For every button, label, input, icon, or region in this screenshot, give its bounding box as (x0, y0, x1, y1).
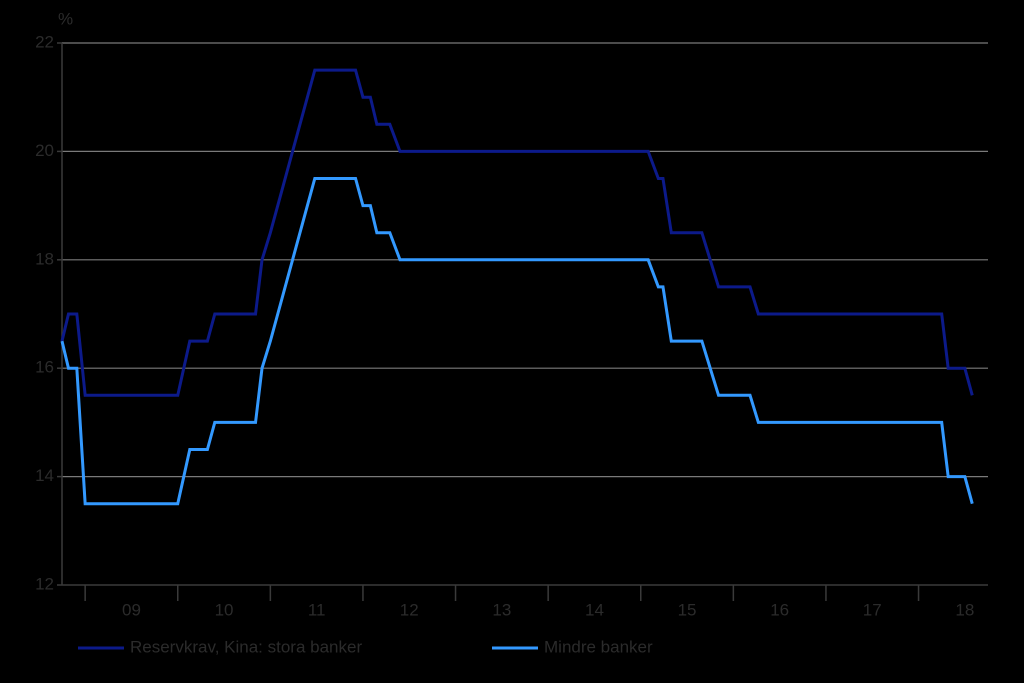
x-tick-label: 12 (400, 600, 419, 619)
x-tick-label: 15 (678, 600, 697, 619)
y-tick-label: 20 (35, 141, 54, 160)
x-tick-label: 16 (770, 600, 789, 619)
x-tick-label: 10 (215, 600, 234, 619)
x-tick-label: 11 (308, 600, 326, 619)
series-line (60, 68, 974, 397)
y-tick-label: 16 (35, 358, 54, 377)
x-tick-label: 09 (122, 600, 141, 619)
x-tick-label: 14 (585, 600, 604, 619)
x-tick-label: 17 (863, 600, 882, 619)
x-tick-label: 13 (492, 600, 511, 619)
y-tick-label: 12 (35, 574, 54, 593)
y-tick-label: 18 (35, 249, 54, 268)
legend-label: Reservkrav, Kina: stora banker (130, 637, 362, 656)
series-line (60, 177, 974, 506)
legend-label: Mindre banker (544, 637, 653, 656)
y-unit: % (58, 9, 73, 28)
y-tick-label: 14 (35, 466, 54, 485)
y-tick-label: 22 (35, 32, 54, 51)
x-tick-label: 18 (955, 600, 974, 619)
